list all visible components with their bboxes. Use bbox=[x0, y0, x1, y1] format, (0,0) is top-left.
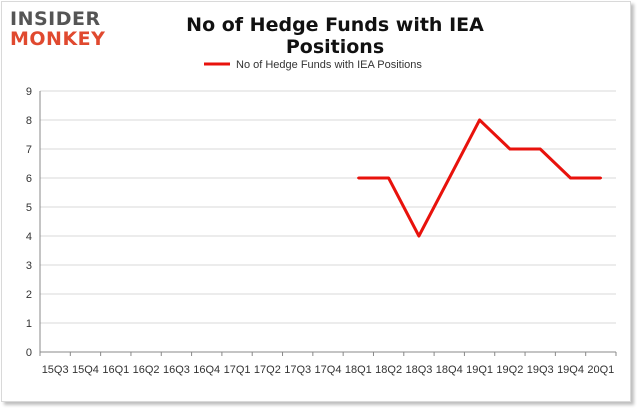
x-tick-label: 20Q1 bbox=[587, 364, 614, 376]
data-point bbox=[387, 176, 390, 180]
x-tick-label: 19Q1 bbox=[466, 364, 493, 376]
x-tick-label: 19Q3 bbox=[527, 364, 554, 376]
data-point bbox=[508, 147, 512, 151]
x-tick-label: 18Q1 bbox=[345, 364, 372, 376]
x-tick-label: 18Q4 bbox=[436, 364, 463, 376]
chart-frame bbox=[1, 1, 631, 402]
insider-monkey-logo: INSIDER MONKEY bbox=[10, 8, 110, 50]
data-point bbox=[357, 176, 360, 180]
y-tick-label: 8 bbox=[26, 115, 32, 127]
x-tick-label: 19Q2 bbox=[496, 364, 523, 376]
y-tick-label: 9 bbox=[26, 86, 32, 98]
x-tick-label: 16Q3 bbox=[163, 364, 190, 376]
x-tick-label: 19Q4 bbox=[557, 364, 584, 376]
y-tick-label: 3 bbox=[26, 260, 32, 272]
x-tick-label: 15Q4 bbox=[72, 364, 99, 376]
legend-label: No of Hedge Funds with IEA Positions bbox=[236, 59, 422, 71]
x-tick-label: 17Q4 bbox=[315, 364, 342, 376]
data-point bbox=[478, 118, 481, 122]
logo-text-top: INSIDER bbox=[10, 8, 101, 30]
x-tick-label: 17Q1 bbox=[224, 364, 251, 376]
x-tick-label: 16Q4 bbox=[193, 364, 220, 376]
data-point bbox=[569, 176, 572, 180]
data-point bbox=[417, 234, 421, 238]
data-point bbox=[599, 176, 603, 180]
y-tick-label: 5 bbox=[26, 202, 32, 214]
chart-title: No of Hedge Funds with IEA Positions bbox=[186, 14, 484, 58]
x-tick-label: 17Q3 bbox=[284, 364, 311, 376]
x-tick-label: 16Q2 bbox=[133, 364, 160, 376]
y-tick-label: 1 bbox=[26, 318, 32, 330]
y-tick-label: 4 bbox=[26, 231, 32, 243]
y-tick-label: 2 bbox=[26, 289, 32, 301]
y-tick-label: 0 bbox=[26, 347, 32, 359]
y-tick-label: 6 bbox=[26, 173, 32, 185]
data-point bbox=[539, 147, 542, 151]
x-tick-label: 17Q2 bbox=[254, 364, 281, 376]
x-tick-label: 18Q2 bbox=[375, 364, 402, 376]
x-tick-label: 15Q3 bbox=[42, 364, 69, 376]
x-tick-label: 18Q3 bbox=[405, 364, 432, 376]
x-tick-label: 16Q1 bbox=[102, 364, 129, 376]
logo-text-bottom: MONKEY bbox=[10, 28, 106, 50]
y-tick-label: 7 bbox=[26, 144, 32, 156]
data-point bbox=[448, 176, 451, 180]
